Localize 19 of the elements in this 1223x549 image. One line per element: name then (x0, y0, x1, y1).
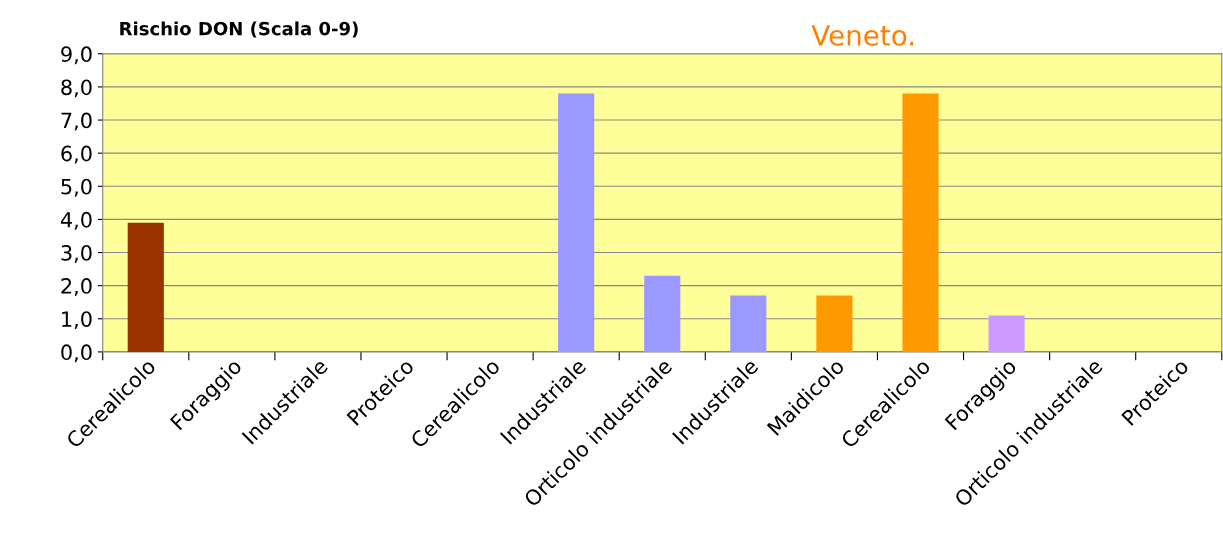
y-tick-label: 6,0 (61, 145, 92, 164)
y-tick-label: 0,0 (61, 344, 92, 363)
y-tick-label: 2,0 (61, 278, 92, 296)
bar (127, 222, 164, 352)
y-tick-label: 9,0 (61, 46, 92, 65)
y-axis-title: Rischio DON (Scala 0-9) (120, 21, 358, 38)
y-tick-label: 1,0 (62, 311, 92, 330)
bar (816, 295, 853, 352)
chart-title: Veneto. (811, 25, 914, 46)
bar (558, 93, 595, 352)
y-tick-label: 3,0 (61, 244, 92, 263)
y-tick-label: 8,0 (61, 79, 92, 98)
y-tick-label: 4,0 (60, 211, 92, 230)
bar (730, 295, 767, 352)
bar (988, 315, 1025, 352)
y-tick-label: 7,0 (61, 112, 92, 131)
bar (902, 93, 939, 352)
bar (644, 275, 681, 352)
y-tick-label: 5,0 (61, 178, 92, 197)
